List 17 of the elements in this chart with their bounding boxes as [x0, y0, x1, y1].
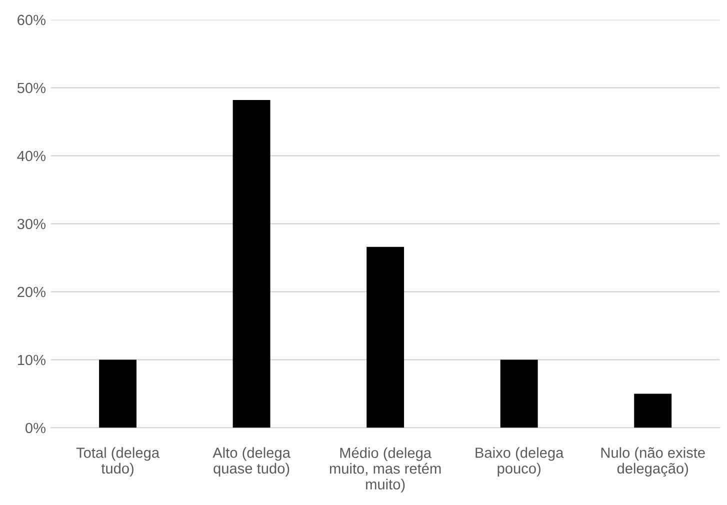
x-tick-label: Total (delega tudo)	[76, 447, 160, 476]
bar	[500, 360, 538, 428]
x-tick-label: Baixo (delega pouco)	[476, 447, 564, 476]
y-tick-label: 10%	[18, 354, 46, 366]
x-tick-label: Médio (delega muito, mas retém muito)	[330, 447, 441, 492]
y-tick-label: 0%	[26, 422, 46, 434]
bar	[366, 246, 404, 428]
bar	[99, 360, 136, 428]
y-tick-label: 30%	[17, 218, 46, 230]
y-tick-label: 60%	[18, 14, 46, 26]
y-tick-label: 20%	[18, 286, 46, 298]
x-tick-label: Alto (delega quase tudo)	[212, 447, 290, 476]
x-tick-label: Nulo (não existe delegação)	[601, 447, 705, 477]
y-tick-label: 40%	[17, 150, 46, 162]
bar	[232, 100, 270, 428]
bar	[634, 394, 672, 428]
y-tick-label: 50%	[17, 82, 46, 94]
